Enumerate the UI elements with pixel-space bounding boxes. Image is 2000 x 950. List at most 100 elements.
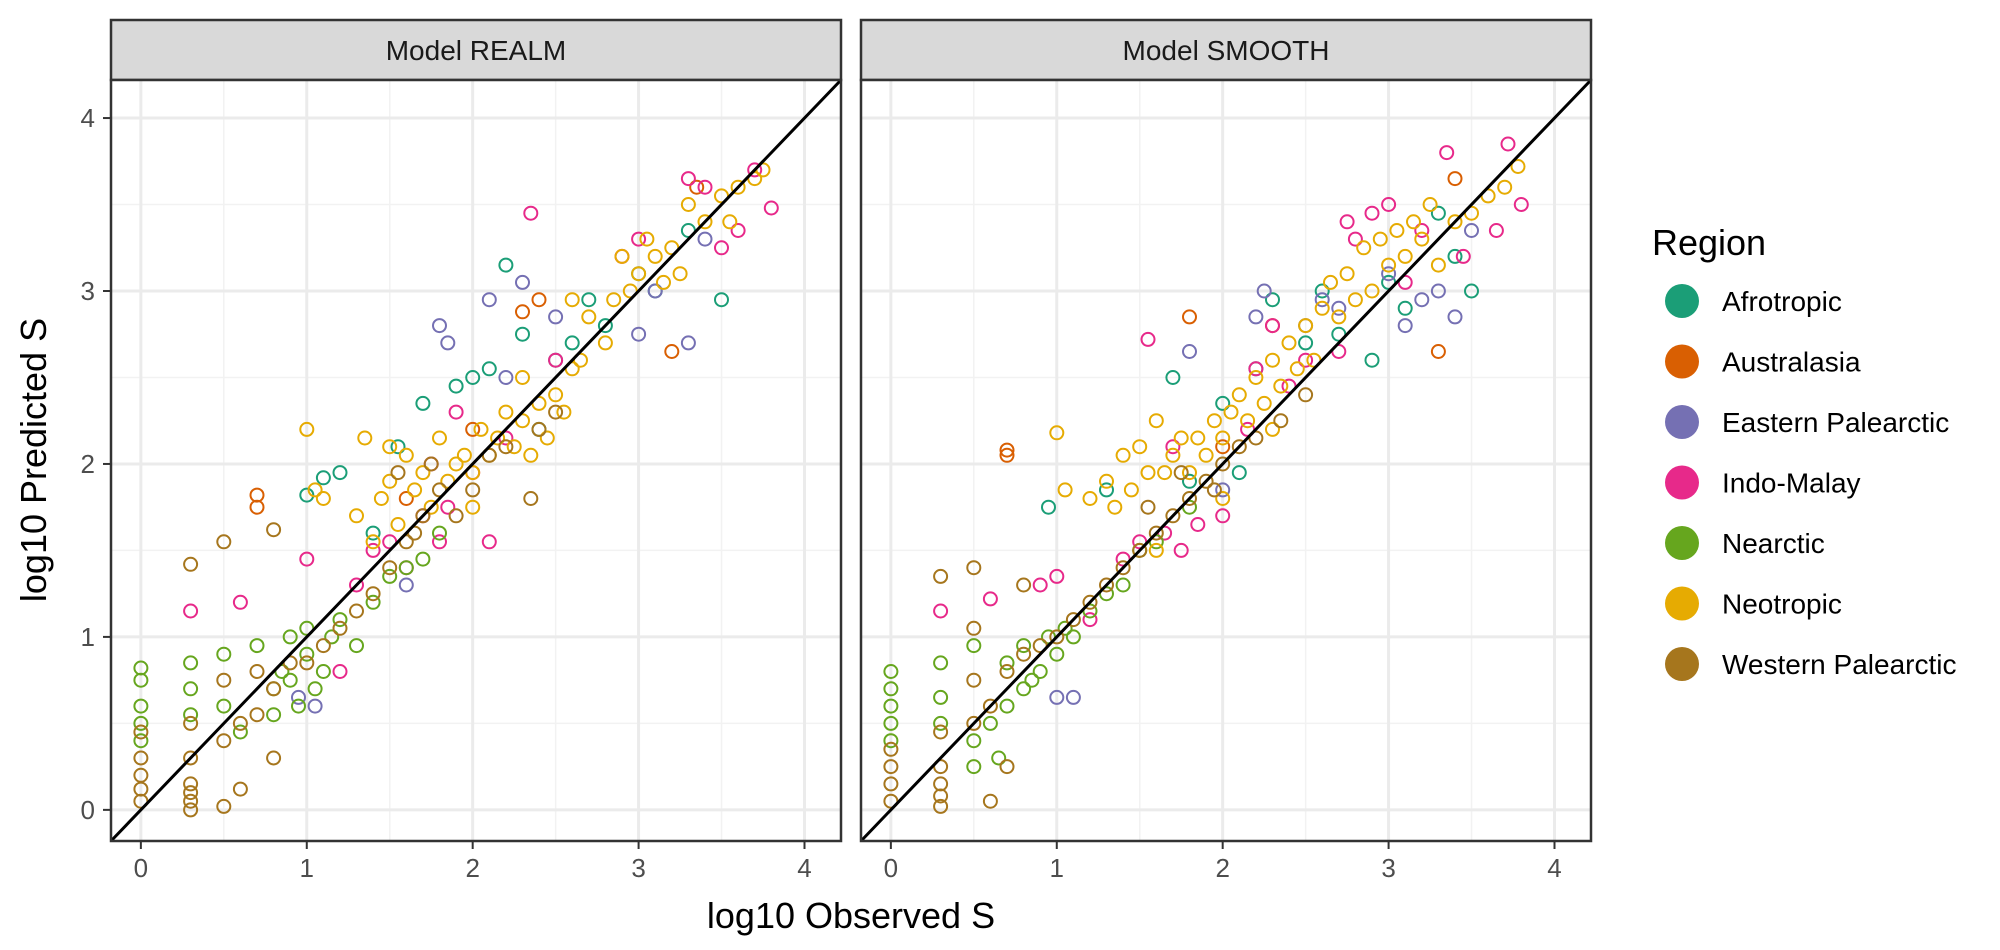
data-point (1389, 223, 1405, 238)
data-point (1430, 257, 1446, 273)
data-point (1049, 689, 1065, 705)
data-point (539, 430, 555, 446)
data-point (1198, 447, 1214, 463)
data-point (349, 508, 364, 524)
x-tick-label: 4 (1547, 853, 1561, 883)
data-point (266, 750, 282, 766)
data-point (1082, 491, 1098, 506)
data-point (1265, 292, 1280, 308)
data-point (999, 759, 1015, 775)
data-point (1231, 439, 1247, 455)
data-point (597, 335, 613, 351)
data-point (133, 750, 149, 766)
data-point (883, 715, 899, 731)
data-point (232, 724, 248, 740)
data-point (332, 664, 348, 679)
data-point (1414, 223, 1430, 238)
data-point (581, 292, 597, 308)
major-gridlines (111, 80, 841, 841)
data-point (548, 309, 564, 325)
data-point (883, 681, 899, 697)
data-point (1231, 387, 1247, 403)
data-point (315, 664, 331, 679)
x-tick-label: 4 (797, 853, 811, 883)
minor-gridlines (861, 80, 1591, 841)
data-point (548, 404, 564, 420)
data-point (1140, 465, 1156, 481)
data-point (398, 447, 414, 463)
data-point (1464, 223, 1479, 238)
data-point (966, 560, 982, 576)
data-point (982, 698, 998, 714)
data-point (1206, 482, 1222, 498)
data-point (714, 240, 729, 256)
data-point (332, 620, 348, 636)
data-point (647, 248, 663, 264)
data-point (1265, 352, 1280, 368)
data-point (481, 292, 497, 308)
data-point (1115, 577, 1131, 593)
data-point (465, 482, 481, 498)
data-point (232, 715, 248, 731)
data-point (722, 214, 738, 230)
data-point (1206, 413, 1222, 429)
data-point (506, 439, 522, 455)
data-point (216, 672, 232, 688)
data-point (1364, 205, 1380, 221)
legend-key (1665, 405, 1699, 439)
data-point (324, 629, 340, 645)
data-point (933, 724, 949, 740)
data-point (382, 473, 398, 489)
data-point (1406, 214, 1421, 230)
data-point (183, 785, 199, 801)
data-point (498, 439, 514, 455)
x-tick-label: 0 (134, 853, 148, 883)
data-point (1281, 335, 1297, 351)
x-axis-title: log10 Observed S (707, 895, 995, 936)
data-point (1381, 197, 1397, 212)
data-point (982, 591, 998, 607)
x-tick-label: 3 (1381, 853, 1395, 883)
data-point (664, 344, 680, 359)
data-point (1123, 482, 1139, 498)
data-point (1381, 257, 1397, 273)
data-point (1157, 465, 1173, 481)
data-point (966, 620, 982, 636)
data-point (183, 681, 199, 697)
data-point (266, 522, 282, 538)
data-point (432, 430, 447, 446)
data-point (365, 534, 381, 550)
data-point (299, 421, 315, 437)
data-point (1347, 231, 1363, 247)
data-point (440, 499, 456, 515)
data-point (183, 715, 199, 731)
legend-label: Indo-Malay (1722, 468, 1861, 499)
legend: Region Afrotropic Australasia Eastern Pale… (1652, 222, 1956, 681)
data-point (1339, 214, 1355, 230)
data-point (282, 672, 298, 688)
data-point (1298, 335, 1314, 351)
data-point (966, 733, 982, 749)
data-point (515, 326, 530, 342)
data-point (465, 370, 481, 385)
data-point (1364, 352, 1380, 368)
data-point (481, 361, 497, 377)
panel-strip (109, 18, 843, 82)
data-point (883, 733, 899, 749)
x-tick-label: 1 (300, 853, 314, 883)
data-point (183, 793, 199, 809)
data-point (1430, 205, 1446, 221)
data-point (1298, 352, 1314, 368)
data-point (697, 214, 713, 230)
data-point (523, 491, 539, 506)
data-point (1024, 672, 1040, 688)
data-point (1065, 629, 1081, 645)
data-point (415, 508, 431, 524)
data-point (365, 586, 381, 602)
data-point (1065, 612, 1081, 628)
data-point (1099, 577, 1114, 593)
data-point (1414, 231, 1430, 247)
x-axis-ticks: 0 1 2 3 4 (134, 841, 812, 883)
data-point (933, 798, 949, 814)
